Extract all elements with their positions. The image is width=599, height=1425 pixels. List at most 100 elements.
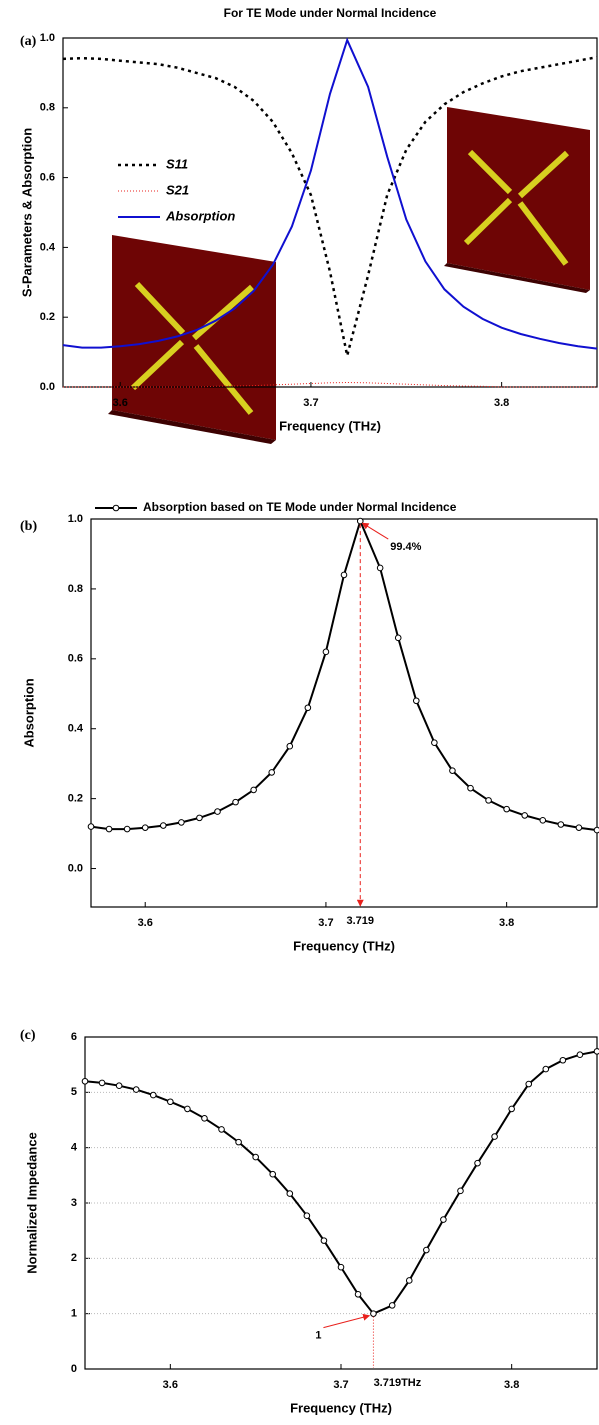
- legend-label: S21: [166, 182, 189, 197]
- data-point: [88, 824, 94, 830]
- y-tick-label: 0.8: [40, 102, 55, 114]
- data-point: [179, 820, 185, 826]
- data-point: [202, 1116, 208, 1122]
- unit-cell-inset: [108, 235, 276, 444]
- series-line: [91, 521, 597, 830]
- y-tick-label: 4: [71, 1142, 78, 1154]
- x-tick-label: 3.6: [163, 1379, 178, 1391]
- data-point: [594, 1049, 599, 1055]
- y-tick-label: 5: [71, 1086, 77, 1098]
- data-point: [413, 698, 419, 704]
- x-axis-title: Frequency (THz): [279, 418, 381, 433]
- annotation-label: 99.4%: [390, 541, 421, 553]
- data-point: [236, 1139, 242, 1145]
- data-point: [305, 705, 311, 711]
- y-tick-label: 1.0: [40, 32, 55, 44]
- data-point: [509, 1106, 515, 1112]
- y-tick-label: 0.4: [68, 723, 84, 735]
- data-point: [594, 827, 599, 833]
- figure: (a) For TE Mode under Normal Incidence Fre…: [0, 0, 599, 1425]
- data-point: [486, 798, 492, 804]
- y-tick-label: 3: [71, 1197, 77, 1209]
- data-point: [185, 1106, 191, 1112]
- data-point: [371, 1311, 377, 1317]
- x-tick-label: 3.7: [303, 397, 318, 409]
- data-point: [441, 1217, 447, 1223]
- data-point: [522, 813, 528, 819]
- x-tick-label: 3.8: [504, 1379, 519, 1391]
- y-tick-label: 1.0: [68, 513, 83, 525]
- y-axis-title: S-Parameters & Absorption: [19, 128, 34, 297]
- data-point: [323, 649, 329, 655]
- annotation-arrow: [323, 1316, 369, 1328]
- data-point: [215, 809, 221, 815]
- data-point: [424, 1247, 430, 1253]
- data-point: [458, 1188, 464, 1194]
- legend-label: Absorption: [165, 208, 235, 223]
- x-tick-label: 3.7: [333, 1379, 348, 1391]
- data-point: [357, 518, 363, 524]
- data-point: [253, 1154, 259, 1160]
- panel-label: (c): [20, 1028, 36, 1043]
- y-tick-label: 1: [71, 1308, 77, 1320]
- y-tick-label: 0.4: [40, 241, 56, 253]
- data-point: [389, 1303, 395, 1309]
- data-point: [377, 565, 383, 571]
- data-point: [168, 1099, 174, 1105]
- data-point: [558, 822, 564, 828]
- data-point: [304, 1213, 310, 1219]
- unit-cell-inset: [444, 107, 590, 293]
- data-point: [341, 572, 347, 578]
- data-point: [142, 825, 148, 831]
- y-tick-label: 0.6: [68, 653, 83, 665]
- y-axis-title: Normalized Impedance: [24, 1132, 39, 1274]
- panel-label: (a): [20, 34, 37, 49]
- y-tick-label: 0.0: [40, 381, 55, 393]
- data-point: [106, 826, 112, 832]
- annotation-label: 1: [315, 1330, 321, 1342]
- y-tick-label: 0.6: [40, 172, 55, 184]
- data-point: [338, 1264, 344, 1270]
- data-point: [406, 1278, 412, 1284]
- y-tick-label: 0.2: [40, 311, 55, 323]
- data-point: [526, 1081, 532, 1087]
- data-point: [251, 787, 257, 793]
- panel-label: (b): [20, 519, 37, 534]
- data-point: [124, 826, 130, 832]
- data-point: [287, 743, 293, 749]
- y-tick-label: 6: [71, 1031, 77, 1043]
- x-tick-label: 3.8: [499, 917, 514, 929]
- data-point: [233, 799, 239, 805]
- data-point: [116, 1083, 122, 1089]
- data-point: [540, 818, 546, 824]
- y-tick-label: 0.8: [68, 583, 83, 595]
- data-point: [270, 1171, 276, 1177]
- data-point: [492, 1134, 498, 1140]
- data-point: [99, 1080, 105, 1086]
- data-point: [450, 768, 456, 774]
- data-point: [269, 770, 275, 776]
- chart-title: For TE Mode under Normal Incidence: [224, 6, 437, 20]
- annotation-label: 3.719THz: [374, 1377, 422, 1389]
- legend-label: S11: [166, 156, 188, 171]
- legend-marker: [113, 505, 119, 511]
- data-point: [468, 785, 474, 791]
- data-point: [219, 1127, 225, 1133]
- data-point: [432, 740, 438, 746]
- x-tick-label: 3.7: [318, 917, 333, 929]
- data-point: [543, 1066, 549, 1072]
- data-point: [560, 1057, 566, 1063]
- data-point: [577, 1052, 583, 1058]
- y-tick-label: 0.0: [68, 862, 83, 874]
- data-point: [576, 825, 582, 831]
- data-point: [82, 1078, 88, 1084]
- data-point: [395, 635, 401, 641]
- data-point: [321, 1238, 327, 1244]
- data-point: [133, 1087, 139, 1093]
- data-point: [504, 806, 510, 812]
- x-tick-label: 3.8: [494, 397, 509, 409]
- data-point: [160, 823, 166, 829]
- y-tick-label: 0: [71, 1363, 77, 1375]
- y-tick-label: 0.2: [68, 793, 83, 805]
- data-point: [475, 1160, 481, 1166]
